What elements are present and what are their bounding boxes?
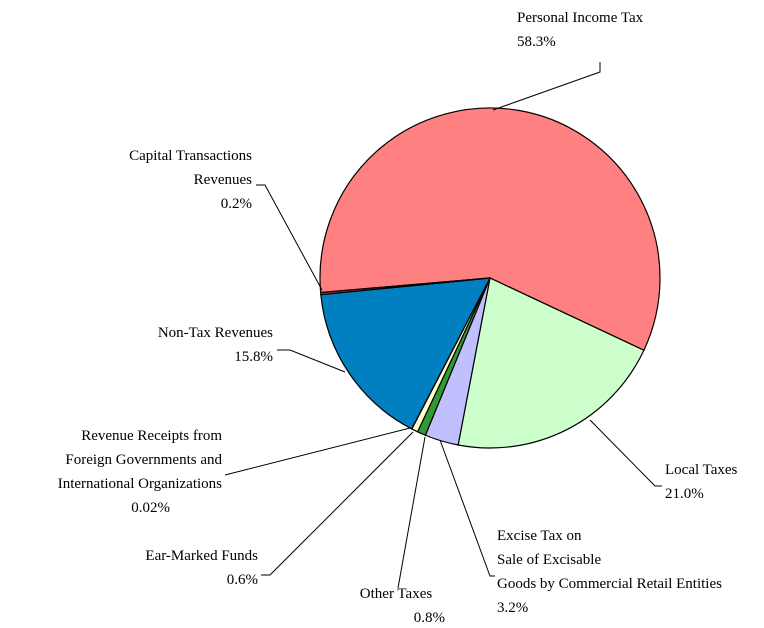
pie-slice — [320, 277, 492, 430]
slice-label: Personal Income Tax 58.3% — [517, 10, 644, 50]
category-label: Non-Tax Revenues — [158, 325, 273, 341]
slice-label: Non-Tax Revenues 15.8% — [158, 325, 273, 365]
leader-line — [397, 436, 426, 589]
slice-label: Capital Transactions Revenues 0.2% — [129, 148, 252, 212]
value-label: 0.2% — [221, 196, 252, 212]
category-label: Personal Income Tax — [517, 10, 644, 26]
value-label: 21.0% — [665, 486, 704, 502]
value-label: 0.8% — [414, 610, 445, 626]
slice-label: Excise Tax on Sale of Excisable Goods by C… — [497, 528, 722, 616]
category-label: Ear-Marked Funds — [145, 548, 258, 564]
leader-line — [261, 431, 414, 576]
pie-slice — [319, 277, 491, 296]
slice-label: Revenue Receipts from Foreign Governments… — [58, 428, 223, 516]
category-label: Revenue Receipts from Foreign Governments… — [58, 428, 223, 492]
category-label: Capital Transactions Revenues — [129, 148, 252, 188]
leader-line — [492, 62, 601, 111]
leader-line — [256, 184, 323, 291]
pie-slice — [319, 107, 661, 352]
category-label: Excise Tax on Sale of Excisable Goods by C… — [497, 528, 722, 592]
leader-line — [589, 419, 662, 487]
category-label: Other Taxes — [360, 586, 433, 602]
value-label: 0.02% — [131, 500, 170, 516]
pie-slice — [457, 277, 645, 449]
value-label: 0.6% — [227, 572, 258, 588]
leader-line — [224, 427, 411, 476]
leader-line — [439, 439, 495, 577]
slice-label: Ear-Marked Funds 0.6% — [145, 548, 258, 588]
slice-label: Local Taxes 21.0% — [665, 462, 738, 502]
value-label: 15.8% — [234, 349, 273, 365]
value-label: 58.3% — [517, 34, 556, 50]
category-label: Local Taxes — [665, 462, 738, 478]
leader-line — [277, 349, 346, 373]
slice-label: Other Taxes 0.8% — [360, 586, 445, 626]
value-label: 3.2% — [497, 600, 528, 616]
